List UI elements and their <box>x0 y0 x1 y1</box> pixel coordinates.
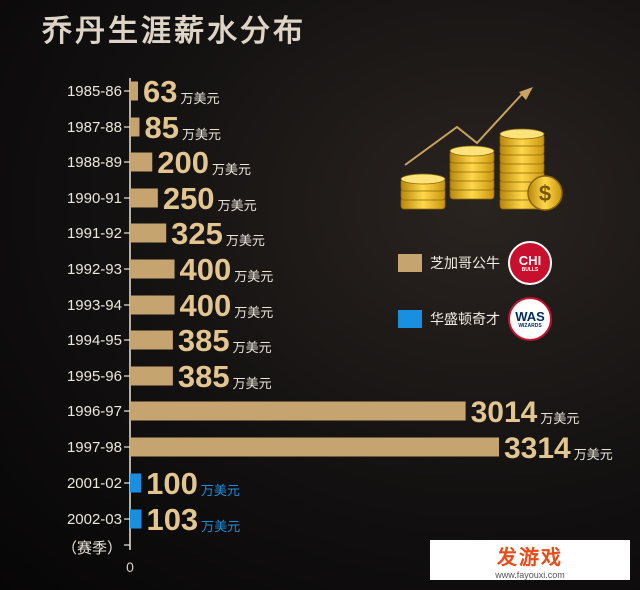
tick-label-season: 1993-94 <box>67 297 122 314</box>
data-label-unit: 万美元 <box>234 270 273 285</box>
coin-top <box>449 145 495 157</box>
tick-label-season: 1994-95 <box>67 332 122 349</box>
chart-title: 乔丹生涯薪水分布 <box>42 14 306 49</box>
bar <box>130 223 167 243</box>
bar <box>130 152 153 172</box>
tick-label-season: 1997-98 <box>67 439 122 456</box>
data-label-unit: 万美元 <box>233 377 272 392</box>
data-label-unit: 万美元 <box>180 92 219 107</box>
coins-growth-illustration: $ <box>400 87 563 211</box>
data-label-unit: 万美元 <box>233 341 272 356</box>
tick-label-season: 1995-96 <box>67 368 122 385</box>
coin-top <box>400 173 446 185</box>
data-label-unit: 万美元 <box>201 520 240 535</box>
data-label: 103 <box>146 502 198 537</box>
wizards-logo: WAS WIZARDS <box>508 297 552 341</box>
bulls-logo: CHI BULLS <box>508 241 552 285</box>
data-label-unit: 万美元 <box>182 128 221 143</box>
data-label-unit: 万美元 <box>201 484 240 499</box>
data-label: 85 <box>144 110 178 145</box>
data-label-unit: 万美元 <box>574 448 613 463</box>
tick-label-season: 1985-86 <box>67 83 122 100</box>
tick-label-season: 1990-91 <box>67 190 122 207</box>
bar <box>130 259 175 279</box>
bar <box>130 117 140 137</box>
legend-label-chi: 芝加哥公牛 <box>430 256 500 272</box>
data-label: 385 <box>178 323 230 358</box>
x-origin-label: 0 <box>126 559 134 575</box>
data-label-unit: 万美元 <box>218 199 257 214</box>
svg-text:$: $ <box>539 181 551 206</box>
data-label-unit: 万美元 <box>540 412 579 427</box>
data-label: 385 <box>178 359 230 394</box>
data-label: 63 <box>143 74 177 109</box>
legend-swatch-was <box>398 310 422 328</box>
data-label: 250 <box>163 181 215 216</box>
data-label: 3014 <box>471 396 538 429</box>
bar <box>130 330 173 350</box>
data-label: 325 <box>171 216 223 251</box>
tick-label-season: 1991-92 <box>67 225 122 242</box>
bar <box>130 401 466 421</box>
watermark-name: 发游戏 <box>497 544 563 569</box>
bar <box>130 473 142 493</box>
legend-swatch-chi <box>398 254 422 272</box>
data-label-unit: 万美元 <box>234 306 273 321</box>
bar <box>130 188 158 208</box>
tick-label-season: 1996-97 <box>67 403 122 420</box>
data-label: 200 <box>157 145 209 180</box>
data-label: 400 <box>180 288 232 323</box>
data-label: 100 <box>146 466 198 501</box>
tick-label-season: 2002-03 <box>67 511 122 528</box>
legend-item-was: 华盛顿奇才 WAS WIZARDS <box>398 297 552 341</box>
data-label: 400 <box>180 252 232 287</box>
data-label-unit: 万美元 <box>212 163 251 178</box>
bar <box>130 81 138 101</box>
coin-top <box>499 128 545 140</box>
bar <box>130 509 142 529</box>
bar <box>130 366 173 386</box>
data-label-unit: 万美元 <box>226 234 265 249</box>
legend-label-was: 华盛顿奇才 <box>430 312 500 328</box>
tick-label-season: 1987-88 <box>67 119 122 136</box>
bar <box>130 437 499 457</box>
tick-label-season: 1992-93 <box>67 261 122 278</box>
y-axis-label: （赛季） <box>62 540 122 557</box>
bar <box>130 295 175 315</box>
watermark: 发游戏 www.fayouxi.com <box>430 540 630 580</box>
legend-item-chi: 芝加哥公牛 CHI BULLS <box>398 241 552 285</box>
tick-label-season: 2001-02 <box>67 475 122 492</box>
watermark-url: www.fayouxi.com <box>495 569 565 580</box>
data-label: 3314 <box>504 432 571 465</box>
tick-label-season: 1988-89 <box>67 154 122 171</box>
